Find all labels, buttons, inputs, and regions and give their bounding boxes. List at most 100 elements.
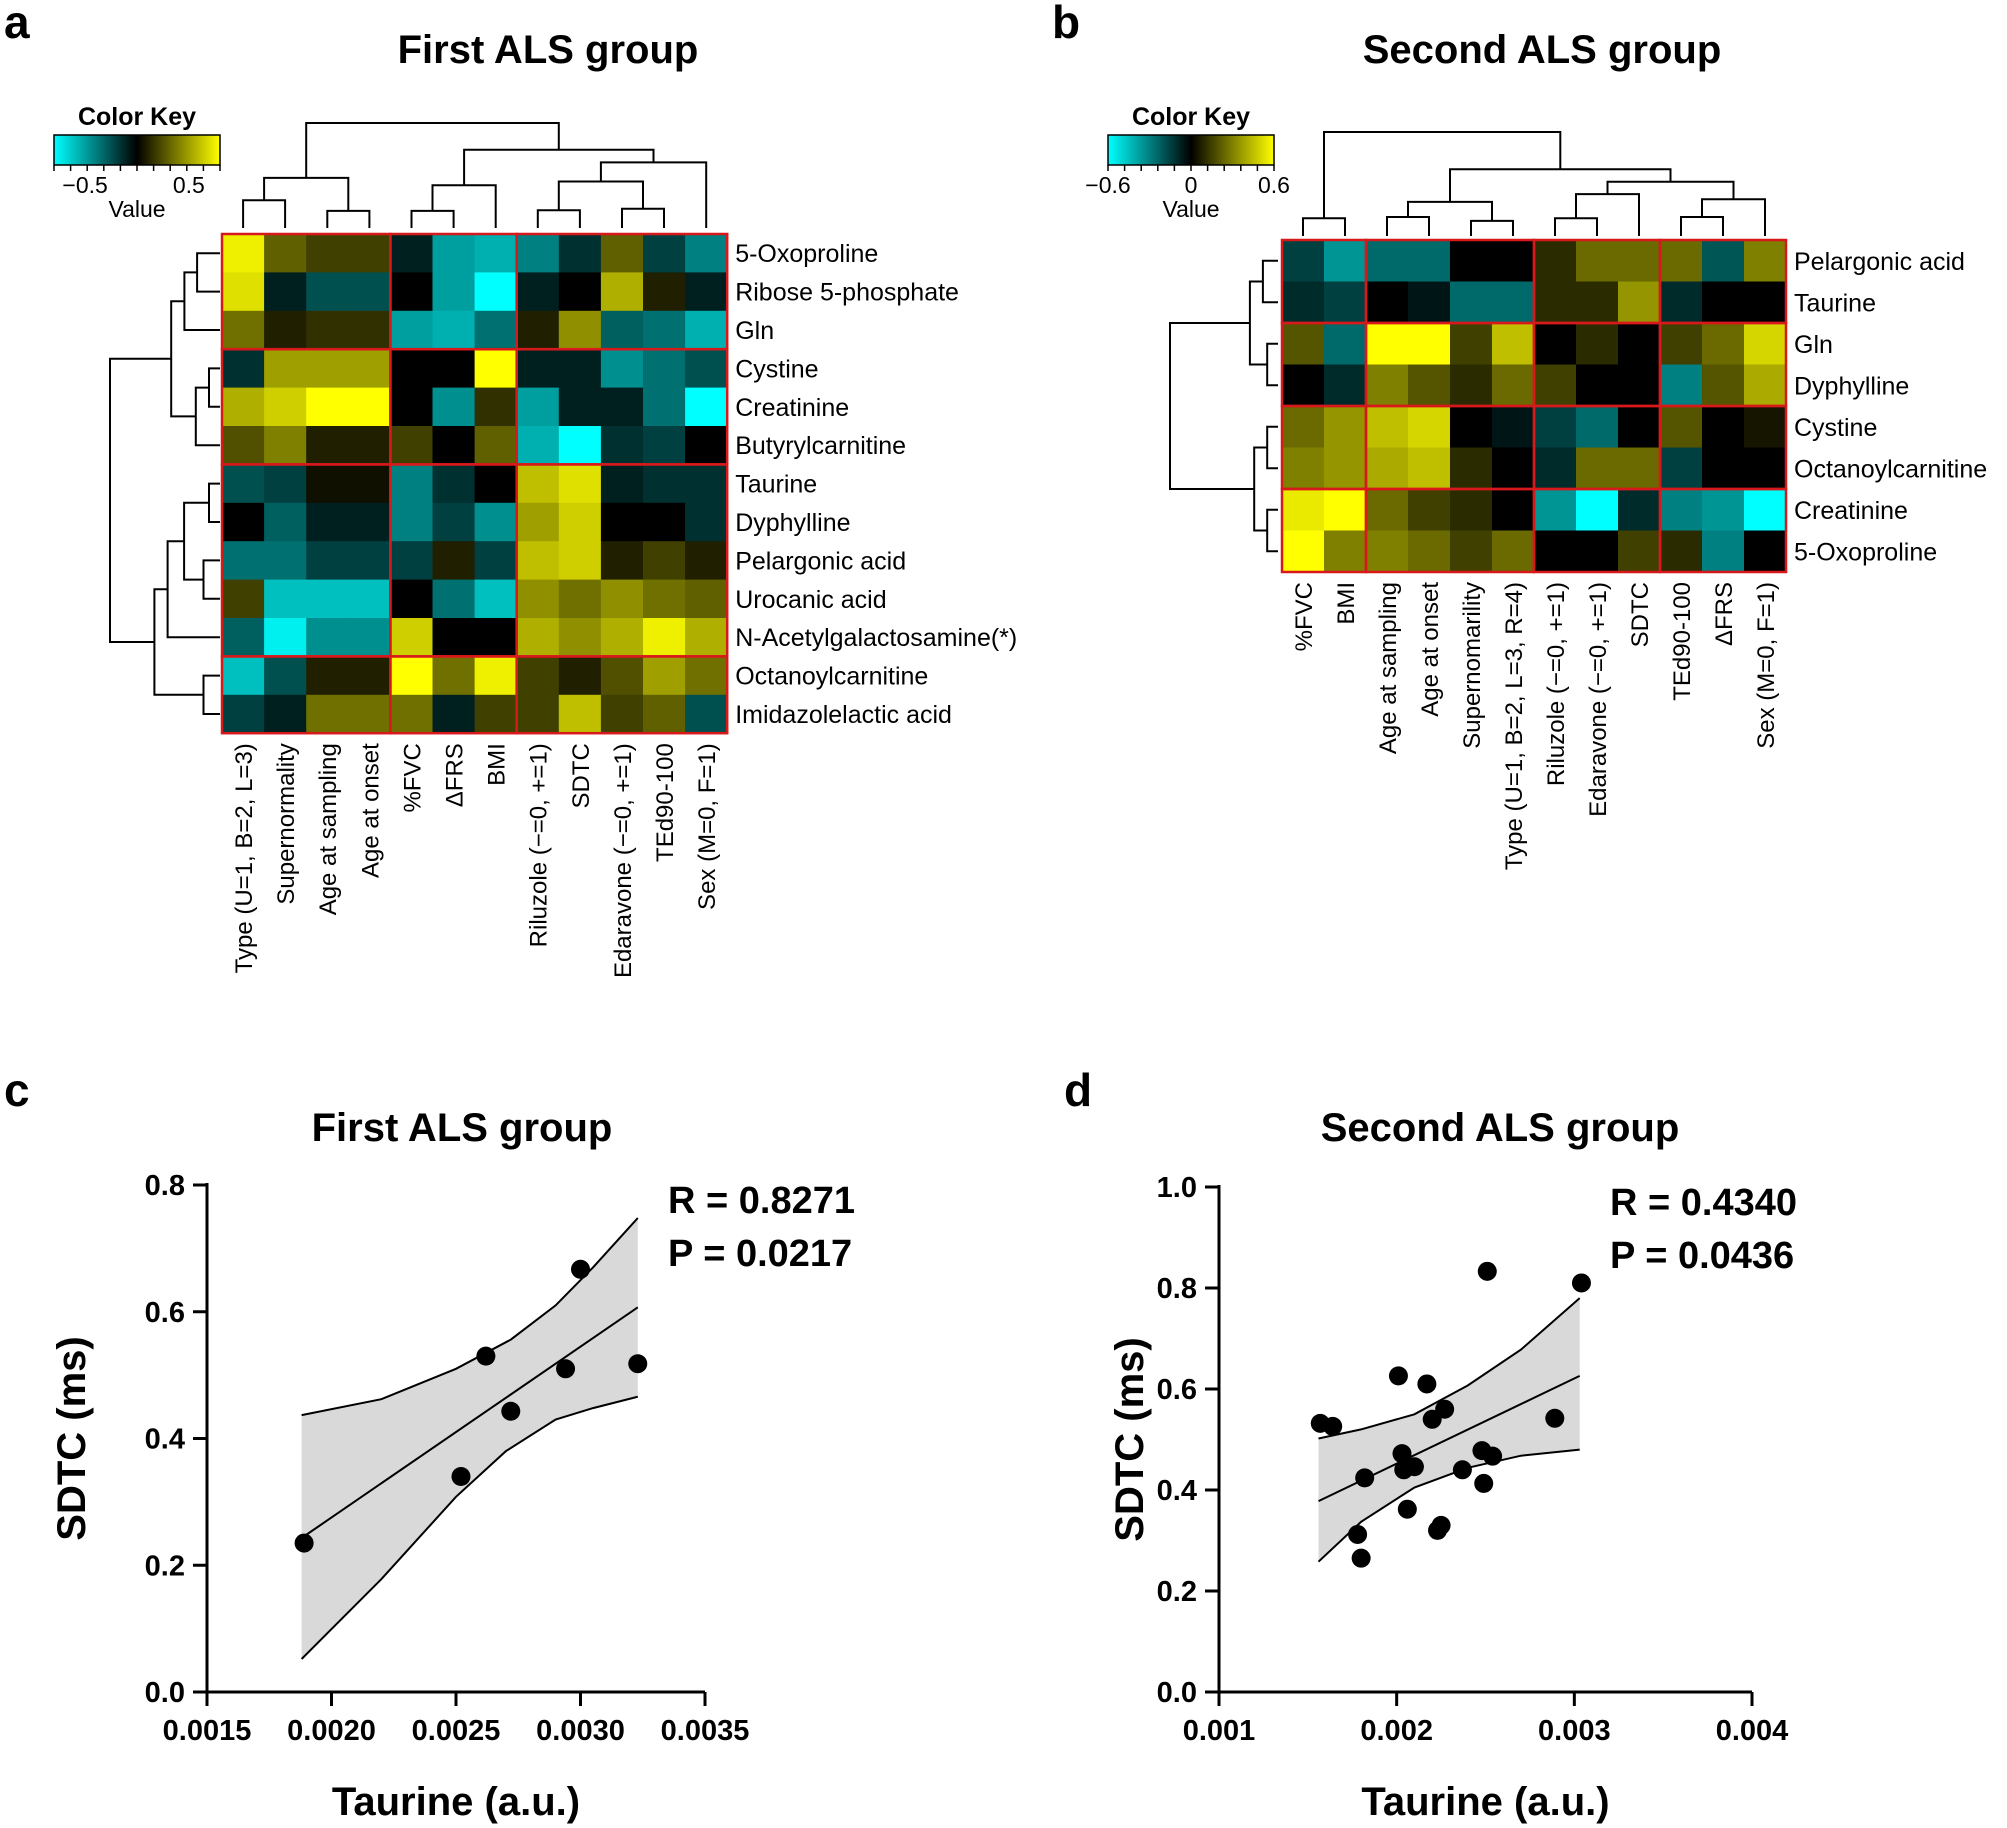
heatmap-cell xyxy=(474,234,518,273)
heatmap-cell xyxy=(600,694,644,734)
heatmap-cell xyxy=(474,464,518,504)
heatmap-cell xyxy=(516,694,560,734)
column-dendrogram-link xyxy=(431,184,497,228)
heatmap-cell xyxy=(1744,364,1787,407)
stat-annotation: P = 0.0436 xyxy=(1610,1235,1794,1277)
heatmap-cell xyxy=(1492,240,1535,282)
heatmap-cell xyxy=(1534,364,1577,407)
heatmap-cell xyxy=(1408,281,1451,324)
heatmap-cell xyxy=(1324,447,1367,490)
heatmap-cell xyxy=(600,310,644,350)
column-dendrogram-link xyxy=(463,148,655,186)
cluster-block-border xyxy=(515,655,729,735)
heatmap-cell xyxy=(432,349,475,388)
color-key-tick-label: −0.6 xyxy=(1085,172,1130,198)
row-label: Pelargonic acid xyxy=(1794,248,1965,276)
row-label: 5-Oxoproline xyxy=(735,240,878,268)
heatmap-cell xyxy=(1744,530,1787,573)
data-point xyxy=(1355,1468,1375,1488)
heatmap-cell xyxy=(390,694,433,734)
heatmap-cell xyxy=(1282,447,1325,490)
heatmap-cell xyxy=(432,310,475,350)
heatmap-cell xyxy=(1408,530,1451,573)
heatmap-cell xyxy=(516,464,560,504)
heatmap-cell xyxy=(348,694,391,734)
row-label: N-Acetylgalactosamine(*) xyxy=(735,624,1017,652)
heatmap-cell xyxy=(516,502,560,542)
panel-a-title: First ALS group xyxy=(398,28,699,72)
column-dendrogram-link xyxy=(1470,219,1514,236)
heatmap-cell xyxy=(1660,281,1703,324)
scatter-d: 0.0 0.2 0.4 0.6 0.8 1.0 0.001 0.002 0.003 0.004 Ta… xyxy=(1108,1172,1797,1824)
column-label: Type (U=1, B=2, L=3, R=4) xyxy=(1501,582,1528,870)
heatmap-cell xyxy=(222,349,265,388)
row-dendrogram-link xyxy=(1253,446,1268,532)
column-dendrogram-root xyxy=(305,122,560,178)
heatmap-cell xyxy=(685,694,728,734)
column-dendrogram-root xyxy=(1323,131,1562,219)
heatmap-cell xyxy=(1282,406,1325,448)
heatmap-cell xyxy=(264,541,307,580)
heatmap-cell xyxy=(432,656,475,696)
heatmap-cell xyxy=(1450,240,1493,282)
color-key-tick-label: −0.5 xyxy=(62,172,107,198)
row-label: Taurine xyxy=(735,471,817,499)
column-dendrogram-link xyxy=(599,161,708,228)
panel-d-letter: d xyxy=(1064,1064,1092,1116)
heatmap-cell xyxy=(222,502,265,542)
heatmap-cell xyxy=(1492,364,1535,407)
confidence-band xyxy=(301,1218,638,1659)
column-label: Supernormality xyxy=(273,743,300,904)
heatmap-cell xyxy=(558,656,602,696)
heatmap-cell xyxy=(306,310,349,350)
column-label: TEd90-100 xyxy=(652,743,679,862)
data-point xyxy=(628,1354,648,1374)
column-dendrogram-link xyxy=(557,180,644,211)
color-key-value-label: Value xyxy=(108,196,165,222)
row-label: Imidazolelactic acid xyxy=(735,701,952,729)
heatmap-cell xyxy=(1408,240,1451,282)
heatmap-cell xyxy=(516,426,560,465)
x-tick-label: 0.0025 xyxy=(412,1715,501,1747)
x-axis-title: Taurine (a.u.) xyxy=(332,1780,580,1824)
column-label: Age at sampling xyxy=(315,743,342,915)
heatmap-cell xyxy=(474,541,518,580)
heatmap-cell xyxy=(1660,447,1703,490)
heatmap-cell xyxy=(264,234,307,273)
data-point xyxy=(1545,1408,1565,1428)
heatmap-cell xyxy=(222,387,265,427)
heatmap-cell xyxy=(306,579,349,619)
y-tick-label: 0.4 xyxy=(145,1424,185,1456)
data-point xyxy=(1431,1515,1451,1535)
heatmap-cell xyxy=(1492,447,1535,490)
heatmap-cell xyxy=(348,310,391,350)
heatmap-cell xyxy=(1282,323,1325,365)
heatmap-cell xyxy=(474,310,518,350)
row-dendrogram-link xyxy=(153,588,204,696)
heatmap-cell xyxy=(1450,364,1493,407)
heatmap-cell xyxy=(1534,281,1577,324)
heatmap-cell xyxy=(390,272,433,312)
heatmap-cell xyxy=(306,502,349,542)
heatmap-cell xyxy=(474,618,518,657)
column-label: ΔFRS xyxy=(442,743,469,807)
heatmap-cell xyxy=(474,349,518,388)
heatmap-cell xyxy=(474,272,518,312)
heatmap-cell xyxy=(474,426,518,465)
data-point xyxy=(1392,1444,1412,1464)
column-label: Age at sampling xyxy=(1375,582,1402,754)
row-label: Urocanic acid xyxy=(735,586,886,614)
heatmap-cell xyxy=(222,618,265,657)
data-point xyxy=(294,1533,314,1553)
data-point xyxy=(1452,1460,1472,1480)
column-dendrogram-link xyxy=(1407,200,1493,221)
column-label: Sex (M=0, F=1) xyxy=(1753,582,1780,749)
heatmap-cell xyxy=(1660,364,1703,407)
column-label: Edaravone (−=0, +=1) xyxy=(610,743,637,978)
column-dendrogram-link xyxy=(1680,216,1724,236)
heatmap-cell xyxy=(222,426,265,465)
heatmap-cell xyxy=(306,541,349,580)
column-label: SDTC xyxy=(568,743,595,808)
column-label: %FVC xyxy=(1291,582,1318,651)
